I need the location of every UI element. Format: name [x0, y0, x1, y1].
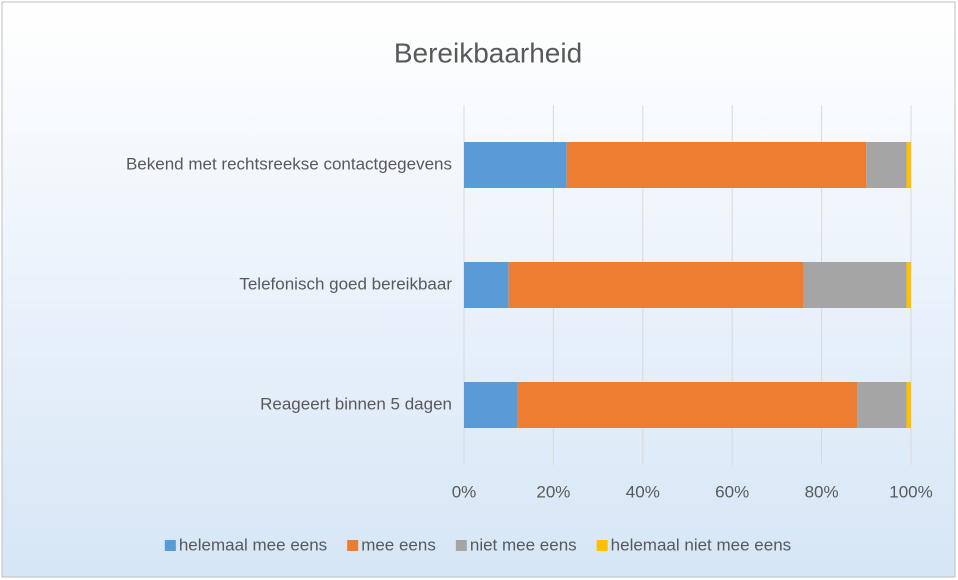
- legend-swatch: [455, 540, 467, 551]
- bar-segment: [857, 382, 907, 428]
- x-tick-label: 60%: [715, 482, 749, 501]
- y-tick-label: Reageert binnen 5 dagen: [260, 394, 452, 413]
- x-tick-label: 100%: [889, 482, 932, 501]
- bar-segment: [517, 382, 858, 428]
- bar-segment: [464, 142, 567, 188]
- bar-segment: [906, 142, 911, 188]
- x-tick-label: 0%: [452, 482, 477, 501]
- bar-segment: [464, 262, 509, 308]
- legend-swatch: [596, 540, 608, 551]
- y-tick-label: Telefonisch goed bereikbaar: [239, 274, 452, 293]
- legend-swatch: [164, 540, 176, 551]
- x-tick-label: 20%: [536, 482, 570, 501]
- bar-segment: [906, 262, 911, 308]
- bar-segment: [866, 142, 907, 188]
- bar-segment: [803, 262, 907, 308]
- legend-swatch: [347, 540, 359, 551]
- bar-segment: [906, 382, 911, 428]
- legend-label: helemaal niet mee eens: [611, 535, 792, 554]
- x-tick-label: 40%: [626, 482, 660, 501]
- bar-segment: [508, 262, 804, 308]
- x-tick-label: 80%: [805, 482, 839, 501]
- legend-label: helemaal mee eens: [179, 535, 327, 554]
- chart-title: Bereikbaarheid: [394, 37, 582, 68]
- legend-label: niet mee eens: [470, 535, 577, 554]
- legend-label: mee eens: [361, 535, 436, 554]
- y-tick-label: Bekend met rechtsreekse contactgegevens: [126, 154, 452, 173]
- bar-segment: [566, 142, 867, 188]
- bar-segment: [464, 382, 518, 428]
